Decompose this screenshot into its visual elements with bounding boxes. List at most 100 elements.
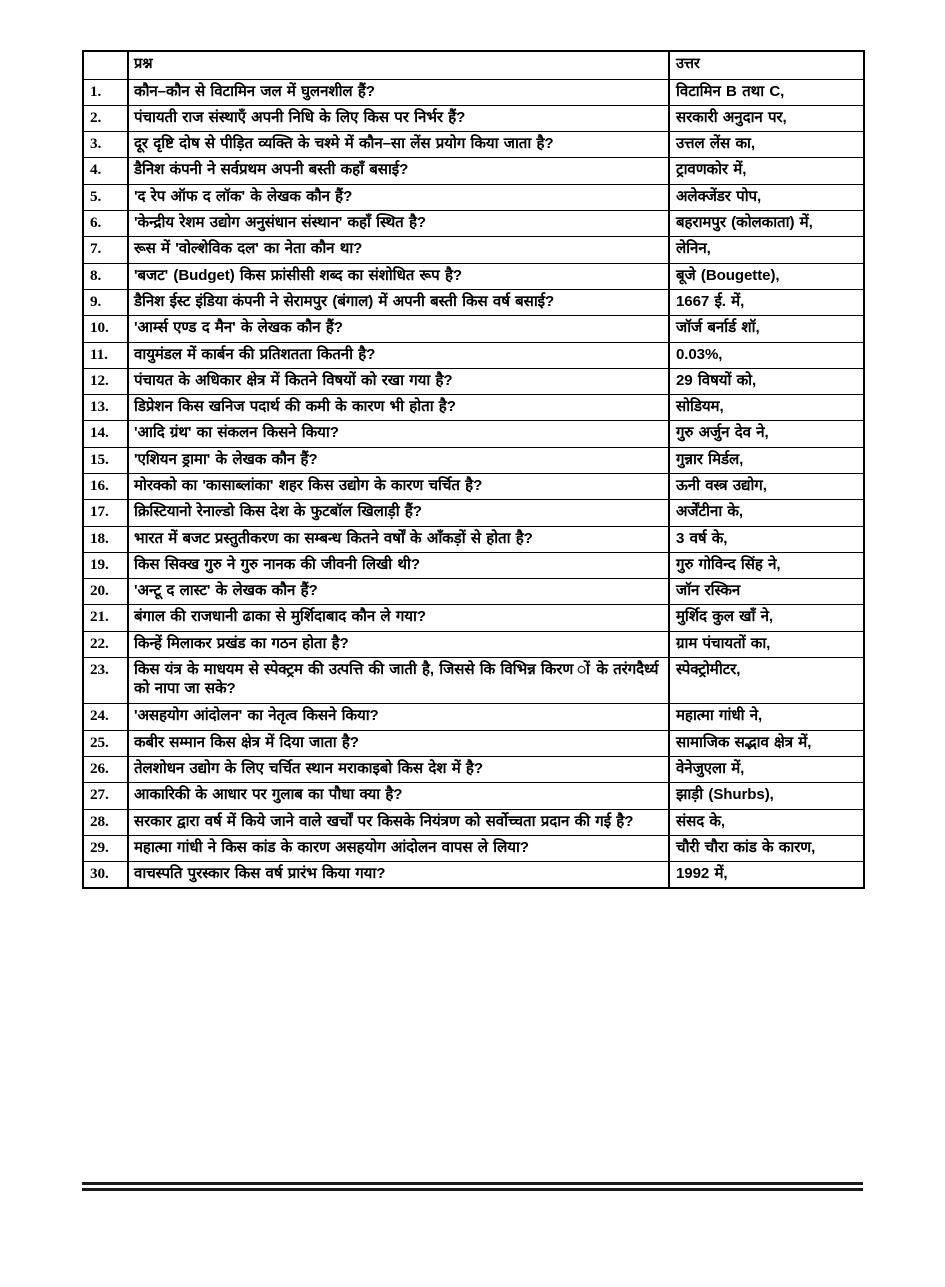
cell-question: तेलशोधन उद्योग के लिए चर्चित स्थान मराका… <box>127 755 670 784</box>
table-row: 23. किस यंत्र के माधयम से स्पेक्ट्रम की उ… <box>82 657 865 705</box>
cell-answer: 1992 में, <box>668 861 865 889</box>
question-answer-table: प्रश्न उत्तर 1. कौन–कौन से विटामिन जल में… <box>82 50 865 890</box>
cell-question: रूस में 'वोल्शेविक दल' का नेता कौन था? <box>127 236 670 264</box>
table-row: 3. दूर दृष्टि दोष से पीड़ित व्यक्ति के चश… <box>82 131 865 159</box>
table-row: 28. सरकार द्वारा वर्ष में किये जाने वाले … <box>82 808 865 836</box>
cell-serial-number: 17. <box>82 499 129 527</box>
cell-question: आकारिकी के आधार पर गुलाब का पौधा क्या है… <box>127 782 670 810</box>
cell-serial-number: 28. <box>82 808 129 836</box>
cell-serial-number: 14. <box>82 420 129 448</box>
cell-question: महात्मा गांधी ने किस कांड के कारण असहयोग… <box>127 834 670 863</box>
cell-serial-number: 4. <box>82 157 129 185</box>
table-row: 2. पंचायती राज संस्थाएँ अपनी निधि के लिए … <box>82 104 865 133</box>
cell-question: 'आर्म्स एण्ड द मैन' के लेखक कौन हैं? <box>127 315 670 343</box>
cell-question: क्रिस्टियानो रेनाल्डो किस देश के फुटबॉल … <box>127 499 670 527</box>
cell-answer: विटामिन B तथा C, <box>668 78 865 106</box>
cell-answer: मुर्शिद कुल खाँ ने, <box>668 604 865 632</box>
cell-answer: संसद के, <box>668 808 865 836</box>
cell-serial-number: 30. <box>82 861 129 889</box>
table-row: 13. डिप्रेशन किस खनिज पदार्थ की कमी के का… <box>82 394 865 422</box>
cell-answer: ट्रावणकोर में, <box>668 157 865 185</box>
cell-serial-number: 6. <box>82 210 129 238</box>
cell-question: वाचस्पति पुरस्कार किस वर्ष प्रारंभ किया … <box>127 861 670 889</box>
cell-answer: लेनिन, <box>668 236 865 264</box>
cell-serial-number: 27. <box>82 782 129 810</box>
cell-answer: गुरु अर्जुन देव ने, <box>668 420 865 448</box>
table-row: 30. वाचस्पति पुरस्कार किस वर्ष प्रारंभ कि… <box>82 861 865 889</box>
cell-answer: जॉन रस्किन <box>668 578 865 606</box>
cell-serial-number: 22. <box>82 630 129 659</box>
table-row: 17. क्रिस्टियानो रेनाल्डो किस देश के फुटब… <box>82 499 865 527</box>
cell-answer: अलेक्जेंडर पोप, <box>668 183 865 212</box>
cell-question: 'अन्टू द लास्ट' के लेखक कौन हैं? <box>127 578 670 606</box>
table-row: 27. आकारिकी के आधार पर गुलाब का पौधा क्या… <box>82 782 865 810</box>
cell-answer: ऊनी वस्त्र उद्योग, <box>668 472 865 501</box>
cell-answer: उत्तल लेंस का, <box>668 131 865 159</box>
table-row: 24. 'असहयोग आंदोलन' का नेतृत्व किसने किया… <box>82 703 865 731</box>
table-row: 7. रूस में 'वोल्शेविक दल' का नेता कौन था?… <box>82 236 865 264</box>
table-row: 1. कौन–कौन से विटामिन जल में घुलनशील हैं?… <box>82 78 865 106</box>
cell-question: 'केन्द्रीय रेशम उद्योग अनुसंधान संस्थान'… <box>127 210 670 238</box>
cell-serial-number: 21. <box>82 604 129 632</box>
footer-double-rule <box>82 1182 863 1192</box>
cell-question: डिप्रेशन किस खनिज पदार्थ की कमी के कारण … <box>127 394 670 422</box>
cell-question: भारत में बजट प्रस्तुतीकरण का सम्बन्ध कित… <box>127 525 670 553</box>
table-row: 10. 'आर्म्स एण्ड द मैन' के लेखक कौन हैं? ज… <box>82 315 865 343</box>
cell-serial-number: 16. <box>82 472 129 501</box>
cell-answer: सरकारी अनुदान पर, <box>668 104 865 133</box>
table-row: 15. 'एशियन ड्रामा' के लेखक कौन हैं? गुन्ना… <box>82 446 865 474</box>
cell-question: 'असहयोग आंदोलन' का नेतृत्व किसने किया? <box>127 703 670 731</box>
cell-serial-number: 8. <box>82 262 129 290</box>
cell-question: किस सिक्ख गुरु ने गुरु नानक की जीवनी लिख… <box>127 551 670 580</box>
cell-question: वायुमंडल में कार्बन की प्रतिशतता कितनी ह… <box>127 341 670 369</box>
cell-answer: 1667 ई. में, <box>668 288 865 317</box>
cell-answer: सामाजिक सद्भाव क्षेत्र में, <box>668 729 865 757</box>
cell-answer: महात्मा गांधी ने, <box>668 703 865 731</box>
table-row: 21. बंगाल की राजधानी ढाका से मुर्शिदाबाद … <box>82 604 865 632</box>
table-row: 29. महात्मा गांधी ने किस कांड के कारण असह… <box>82 834 865 863</box>
cell-question: सरकार द्वारा वर्ष में किये जाने वाले खर्… <box>127 808 670 836</box>
table-row: 8. 'बजट' (Budget) किस फ्रांसीसी शब्द का स… <box>82 262 865 290</box>
cell-serial-number: 12. <box>82 367 129 396</box>
table-row: 18. भारत में बजट प्रस्तुतीकरण का सम्बन्ध … <box>82 525 865 553</box>
cell-question: किन्हें मिलाकर प्रखंड का गठन होता है? <box>127 630 670 659</box>
header-cell-answer: उत्तर <box>668 50 865 80</box>
table-row: 9. डैनिश ईस्ट इंडिया कंपनी ने सेरामपुर (ब… <box>82 288 865 317</box>
cell-question: किस यंत्र के माधयम से स्पेक्ट्रम की उत्प… <box>127 657 670 705</box>
cell-serial-number: 7. <box>82 236 129 264</box>
cell-serial-number: 18. <box>82 525 129 553</box>
cell-answer: गुरु गोविन्द सिंह ने, <box>668 551 865 580</box>
cell-serial-number: 29. <box>82 834 129 863</box>
cell-answer: ग्राम पंचायतों का, <box>668 630 865 659</box>
header-cell-number <box>82 50 129 80</box>
cell-serial-number: 20. <box>82 578 129 606</box>
cell-answer: 0.03%, <box>668 341 865 369</box>
table-row: 4. डैनिश कंपनी ने सर्वप्रथम अपनी बस्ती कह… <box>82 157 865 185</box>
cell-answer: चौरी चौरा कांड के कारण, <box>668 834 865 863</box>
cell-serial-number: 24. <box>82 703 129 731</box>
cell-question: बंगाल की राजधानी ढाका से मुर्शिदाबाद कौन… <box>127 604 670 632</box>
cell-answer: स्पेक्ट्रोमीटर, <box>668 657 865 705</box>
cell-serial-number: 23. <box>82 657 129 705</box>
cell-question: पंचायत के अधिकार क्षेत्र में कितने विषयो… <box>127 367 670 396</box>
cell-serial-number: 19. <box>82 551 129 580</box>
table-row: 14. 'आदि ग्रंथ' का संकलन किसने किया? गुरु … <box>82 420 865 448</box>
cell-question: 'आदि ग्रंथ' का संकलन किसने किया? <box>127 420 670 448</box>
cell-answer: बहरामपुर (कोलकाता) में, <box>668 210 865 238</box>
cell-answer: 3 वर्ष के, <box>668 525 865 553</box>
footer-rule-top-line <box>82 1182 863 1186</box>
cell-serial-number: 13. <box>82 394 129 422</box>
cell-serial-number: 2. <box>82 104 129 133</box>
cell-question: 'द रेप ऑफ द लॉक' के लेखक कौन हैं? <box>127 183 670 212</box>
cell-answer: बूजे (Bougette), <box>668 262 865 290</box>
table-row: 5. 'द रेप ऑफ द लॉक' के लेखक कौन हैं? अलेक्… <box>82 183 865 212</box>
cell-serial-number: 15. <box>82 446 129 474</box>
cell-answer: जॉर्ज बर्नार्ड शॉ, <box>668 315 865 343</box>
cell-question: पंचायती राज संस्थाएँ अपनी निधि के लिए कि… <box>127 104 670 133</box>
table-row: 19. किस सिक्ख गुरु ने गुरु नानक की जीवनी … <box>82 551 865 580</box>
table-header-row: प्रश्न उत्तर <box>82 50 865 80</box>
cell-question: डैनिश कंपनी ने सर्वप्रथम अपनी बस्ती कहाँ… <box>127 157 670 185</box>
cell-question: 'एशियन ड्रामा' के लेखक कौन हैं? <box>127 446 670 474</box>
cell-serial-number: 9. <box>82 288 129 317</box>
